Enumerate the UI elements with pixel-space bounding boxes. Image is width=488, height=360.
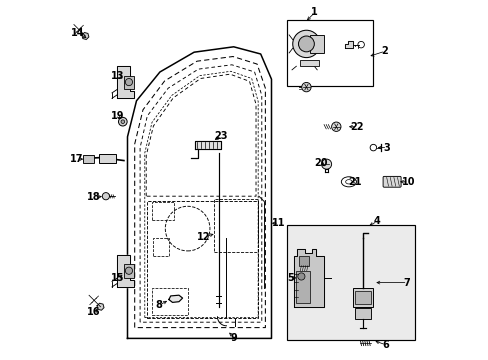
Circle shape [118, 117, 127, 126]
Bar [146, 201, 258, 318]
Text: 8: 8 [155, 300, 162, 310]
Text: 9: 9 [230, 333, 237, 343]
Text: 3: 3 [383, 143, 389, 153]
Bar [123, 76, 134, 89]
Circle shape [321, 159, 331, 169]
FancyBboxPatch shape [382, 176, 400, 187]
Text: 12: 12 [197, 232, 210, 242]
Text: 5: 5 [286, 273, 293, 283]
Text: 18: 18 [87, 192, 101, 202]
Bar [352, 288, 373, 307]
Text: 16: 16 [87, 307, 101, 318]
Text: 1: 1 [311, 7, 317, 17]
Polygon shape [117, 255, 134, 287]
Text: 20: 20 [313, 158, 327, 168]
Bar [123, 264, 134, 278]
Polygon shape [194, 141, 221, 149]
Bar [286, 20, 372, 86]
Circle shape [125, 267, 132, 274]
Text: 10: 10 [401, 177, 414, 187]
Text: 2: 2 [381, 46, 387, 56]
Polygon shape [97, 303, 104, 310]
Circle shape [121, 120, 124, 123]
Bar [355, 291, 370, 304]
Text: 22: 22 [349, 122, 363, 132]
Bar [99, 154, 116, 163]
Bar [152, 202, 174, 220]
Text: 14: 14 [71, 28, 85, 38]
Text: 17: 17 [70, 154, 83, 164]
Circle shape [298, 36, 314, 52]
Bar [152, 288, 188, 315]
Polygon shape [294, 249, 323, 307]
Circle shape [301, 82, 310, 92]
Polygon shape [344, 41, 352, 48]
Text: 6: 6 [382, 340, 388, 350]
Text: 21: 21 [348, 177, 362, 187]
Text: 13: 13 [111, 71, 124, 81]
Bar [355, 308, 370, 319]
Bar [213, 199, 257, 252]
Circle shape [102, 193, 109, 200]
Bar [298, 256, 309, 266]
Circle shape [331, 122, 340, 131]
Circle shape [292, 30, 320, 58]
Bar [153, 238, 168, 256]
Text: 19: 19 [111, 111, 124, 121]
Text: 11: 11 [271, 218, 285, 228]
Bar [299, 60, 318, 66]
Polygon shape [81, 32, 89, 40]
Bar [286, 225, 414, 340]
Bar [309, 35, 323, 53]
Circle shape [125, 78, 132, 86]
Bar [295, 271, 309, 303]
Circle shape [297, 273, 305, 280]
Text: 15: 15 [111, 273, 124, 283]
Text: 4: 4 [373, 216, 380, 226]
Text: 7: 7 [403, 278, 410, 288]
Text: 23: 23 [214, 131, 227, 141]
Polygon shape [117, 66, 134, 98]
Polygon shape [168, 295, 182, 302]
Bar [83, 155, 94, 163]
